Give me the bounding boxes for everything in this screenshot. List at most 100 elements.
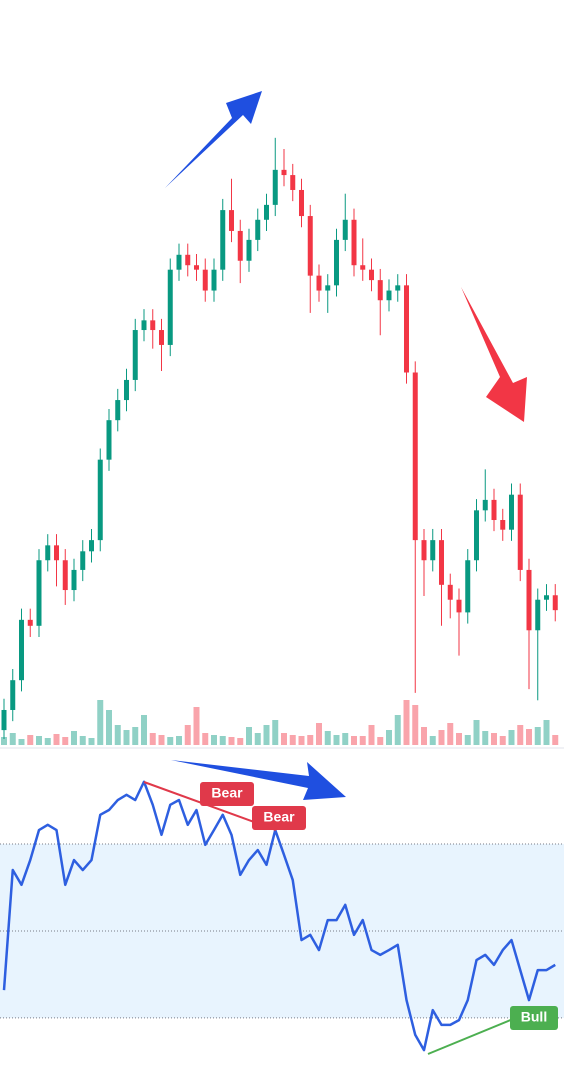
candle-body [316,275,322,291]
candle-body [482,499,488,511]
candle-body [307,216,313,276]
candle-body [526,569,532,631]
volume-bar [508,730,515,745]
candle-body [71,569,77,591]
volume-bar [254,733,261,745]
volume-bar [9,733,16,745]
candle-body [167,269,173,345]
candle-body [19,619,24,681]
volume-bar [386,730,392,745]
volume-bar [307,735,314,745]
candle-body [360,265,366,270]
volume-bar [359,736,366,745]
candle-body [474,510,479,561]
volume-bar [176,736,182,745]
volume-bar [412,705,419,745]
candle-body [97,459,103,541]
candle-body [229,210,234,231]
volume-bar [184,725,191,745]
candle-body [106,420,112,460]
candle-body [272,169,278,205]
volume-bar [429,736,436,745]
candle-body [334,239,339,286]
right-arrow [171,760,346,800]
candle-body [421,540,427,561]
volume-bar [44,738,51,745]
candle-body [1,709,7,731]
volume-bar [491,733,497,745]
volume-bar [351,736,357,745]
volume-bar [1,737,7,745]
candle-body [237,230,243,261]
volume-bar [202,733,209,745]
volume-bar [228,737,235,745]
up-arrow [165,91,262,188]
volume-bar [403,700,410,745]
candle-body [447,584,453,600]
candle-body [281,169,287,176]
candle-body [517,494,523,570]
candle-body [80,551,86,570]
candle-body [185,254,191,266]
candle-body [124,379,129,401]
candle-body [386,290,392,301]
volume-bar [219,736,226,745]
bear-tag [200,782,254,806]
down-arrow [461,287,527,422]
volume-bar [517,725,524,745]
candle-body [211,269,217,291]
volume-bar [62,737,69,745]
volume-bar [421,727,427,745]
volume-bar [167,737,174,745]
volume-bar [281,733,287,745]
candle-body [465,560,471,613]
volume-bar [27,735,34,745]
volume-bar [543,720,550,745]
candle-body [544,595,549,600]
candle-body [325,285,331,291]
volume-bar [526,729,532,745]
volume-bar [394,715,401,745]
volume-bar [368,725,375,745]
volume-bar [464,735,471,745]
bear-label: Bear [263,809,295,825]
candle-body [395,285,401,291]
candle-body [264,204,269,220]
candle-body [54,545,59,561]
candle-body [89,540,94,552]
volume-bar [141,715,147,745]
candle-body [290,175,296,190]
candle-body [141,320,147,331]
candle-body [150,320,156,331]
volume-bar [552,735,559,745]
bull-tag [510,1006,558,1030]
candle-body [176,254,182,270]
volume-bar [272,720,279,745]
volume-bar [263,725,270,745]
volume-bar [377,737,384,745]
volume-bar [71,731,77,745]
volume-bar [53,734,60,745]
candle-body [491,499,497,521]
volume-bar [79,736,86,745]
volume-bar [18,739,25,745]
candle-body [159,330,164,345]
candle-body [439,540,444,585]
candle-body [456,599,462,613]
volume-bar [97,700,104,745]
candle-body [255,219,261,240]
candle-body [552,595,558,611]
candle-body [45,545,51,561]
volume-bar [289,735,296,745]
candle-body [509,494,514,530]
volume-bar [149,733,156,745]
candle-body [202,269,208,291]
volume-bar [447,723,454,745]
candle-body [194,265,199,270]
candle-body [115,400,121,421]
plot [0,137,564,1052]
candle-body [62,560,68,591]
bear-tag [252,806,306,830]
